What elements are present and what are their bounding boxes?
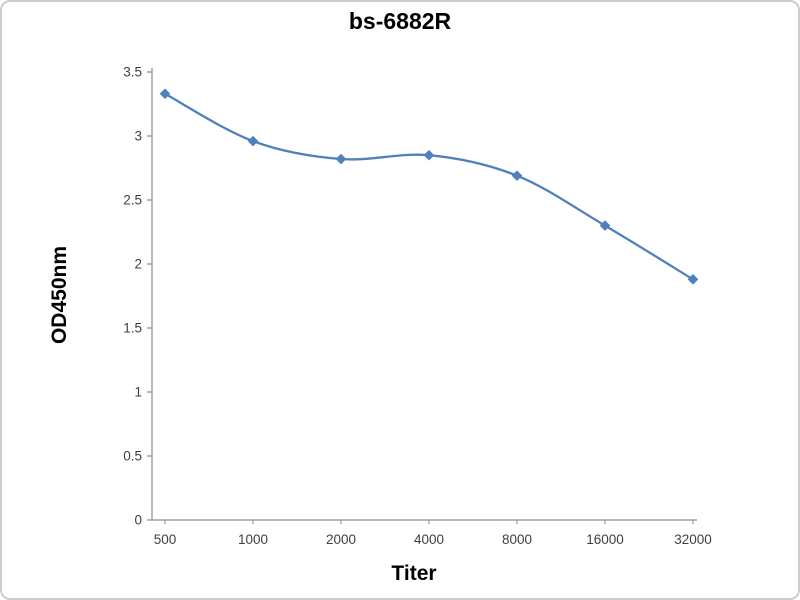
data-point-marker (335, 153, 347, 165)
data-point-marker (159, 88, 171, 100)
x-tick-label: 16000 (586, 532, 624, 547)
x-tick-label: 8000 (502, 532, 532, 547)
chart-title: bs-6882R (348, 8, 452, 34)
data-point-marker (423, 149, 435, 161)
data-point-marker (511, 170, 523, 181)
x-tick-label: 4000 (414, 532, 444, 547)
y-tick-label: 2 (134, 257, 142, 272)
x-axis-title: Titer (391, 562, 437, 585)
data-point-marker (247, 135, 259, 147)
data-point-marker (687, 274, 699, 285)
series-line (163, 92, 695, 281)
data-point-marker (599, 220, 611, 231)
y-tick-label: 0.5 (123, 449, 142, 464)
x-tick-label: 500 (154, 532, 177, 547)
y-tick-label: 1 (134, 385, 142, 400)
x-tick-label: 32000 (674, 532, 712, 547)
x-tick-label: 2000 (326, 532, 356, 547)
y-tick-label: 3.5 (123, 65, 142, 80)
x-tick-label: 1000 (238, 532, 268, 547)
y-tick-label: 0 (134, 513, 142, 528)
y-tick-label: 3 (134, 129, 142, 144)
y-tick-label: 1.5 (123, 321, 142, 336)
y-tick-label: 2.5 (123, 193, 142, 208)
